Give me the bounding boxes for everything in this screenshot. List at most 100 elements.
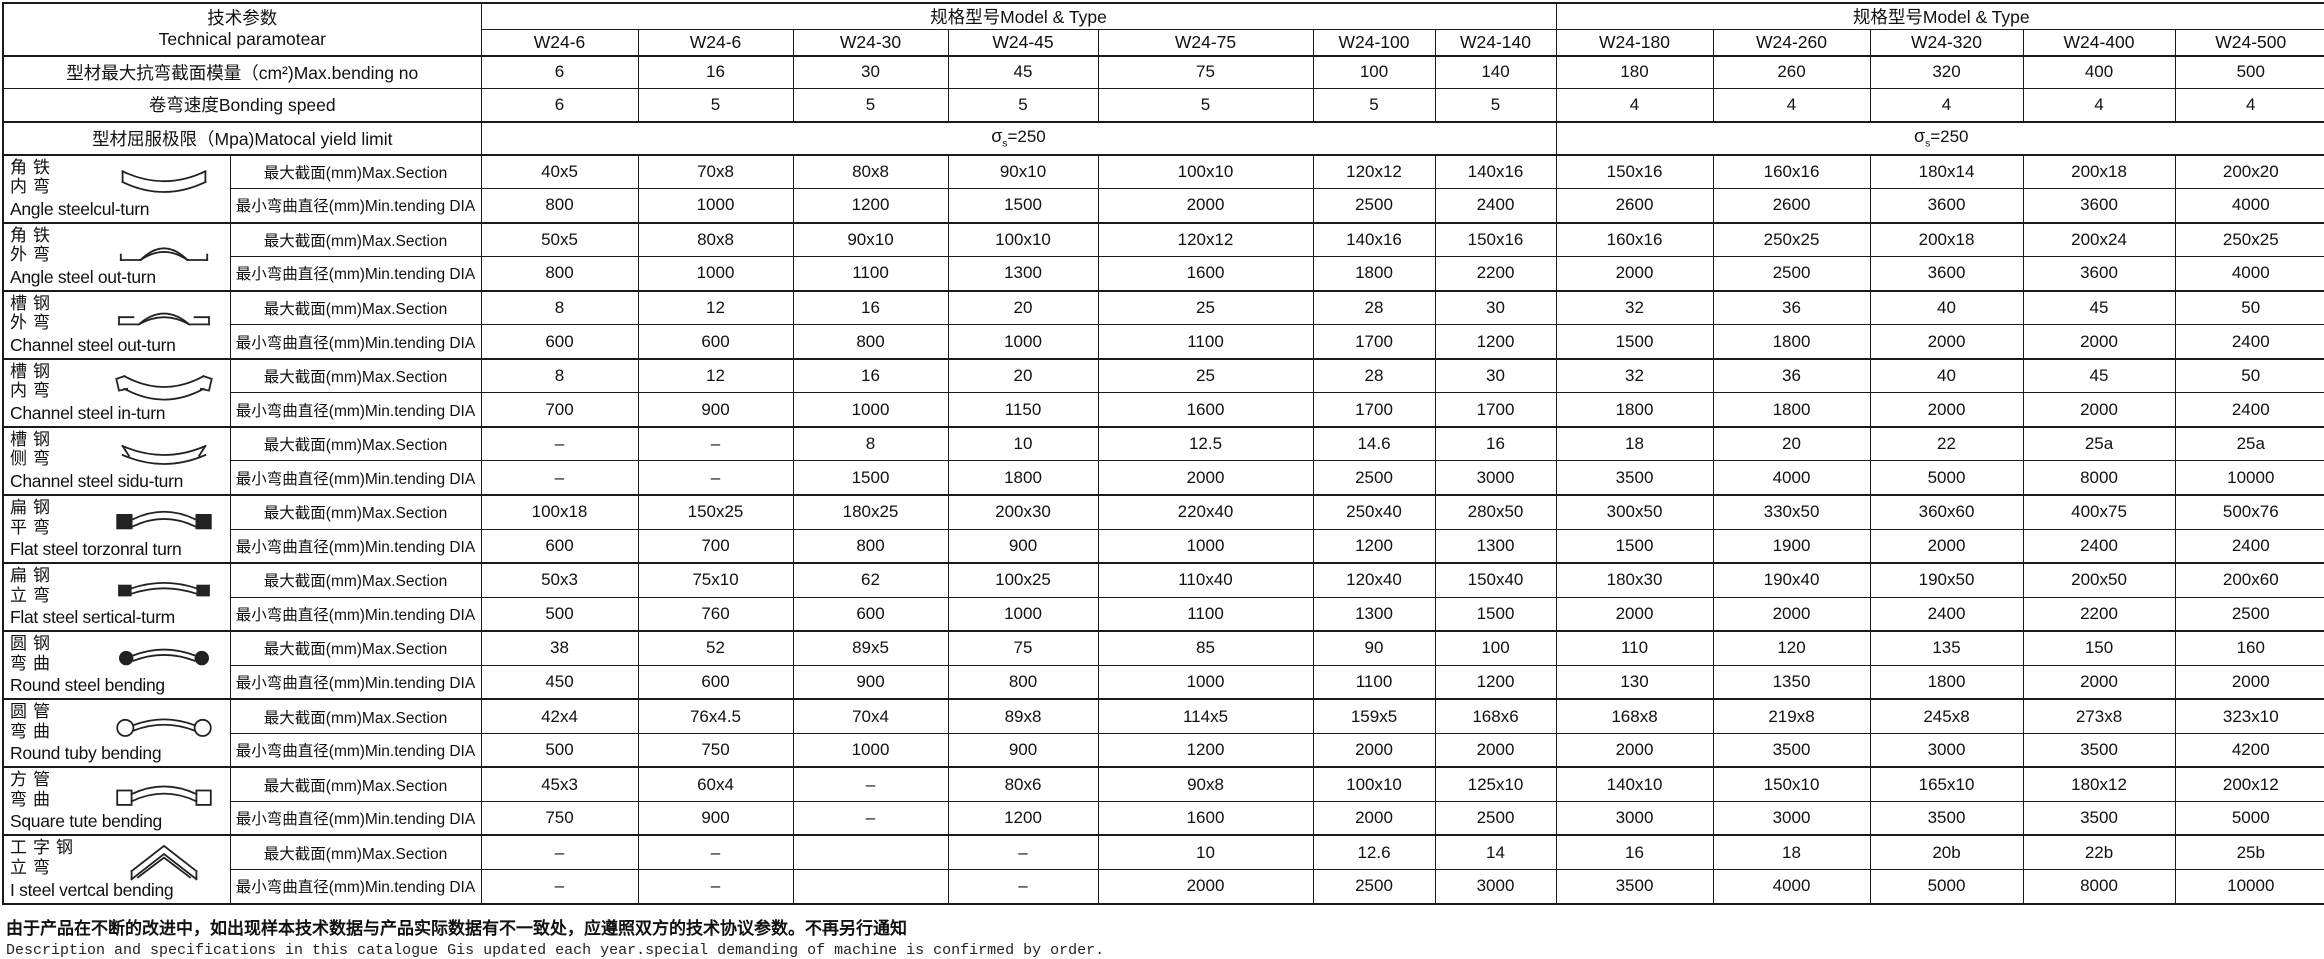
min-dia-value-cell: 4000 — [2174, 256, 2324, 292]
param-value-cell: 30 — [792, 54, 949, 89]
header-row-models: W24-6 W24-6 W24-30 W24-45 W24-75 W24-100 W24-1… — [3, 29, 2324, 57]
max-section-value-cell: 50x3 — [480, 562, 639, 598]
min-dia-label: 最小弯曲直径(mm)Min.tending DIA — [229, 800, 482, 836]
header-row-groups: 技术参数 Technical paramotear 规格型号Model & Ty… — [2, 2, 2324, 56]
max-section-value-cell: 180x30 — [1555, 562, 1714, 598]
max-section-label: 最大截面(mm)Max.Section — [229, 289, 482, 326]
max-section-value-cell: 89x5 — [792, 630, 949, 666]
min-dia-value-cell: 1700 — [1312, 392, 1436, 428]
profile-name-en: Angle steel out-turn — [10, 266, 156, 287]
max-section-value-cell: 45 — [2022, 289, 2176, 326]
profile-group-cell: 槽钢 内弯 Channel steel in-turn — [2, 357, 231, 428]
min-dia-value-cell: 1600 — [1097, 392, 1314, 428]
max-section-value-cell: – — [947, 834, 1099, 870]
profile-name-en: Channel steel sidu-turn — [10, 470, 184, 491]
min-dia-label: 最小弯曲直径(mm)Min.tending DIA — [229, 528, 482, 564]
min-dia-value-cell: – — [947, 868, 1099, 905]
min-dia-value-cell: – — [637, 868, 794, 905]
min-dia-value-cell: 1800 — [947, 460, 1099, 496]
min-dia-value-cell: 3000 — [1869, 732, 2024, 768]
param-value-cell: 5 — [792, 88, 949, 122]
profile-name-zh-line: 弯曲 — [10, 721, 56, 741]
min-dia-value-cell: 700 — [637, 528, 794, 564]
min-dia-value-cell: 2400 — [2174, 528, 2324, 564]
min-dia-value-cell: 2000 — [1312, 800, 1436, 836]
param-value-cell: 180 — [1555, 54, 1714, 89]
group-row-min-dia: 最小弯曲直径(mm)Min.tending DIA – –1500 1800 2000 2… — [3, 460, 2324, 496]
min-dia-value-cell: 4000 — [1712, 460, 1871, 496]
min-dia-label: 最小弯曲直径(mm)Min.tending DIA — [229, 664, 482, 700]
min-dia-value-cell: 2000 — [1097, 460, 1314, 496]
profile-name-zh-line: 圆管 — [10, 702, 56, 722]
min-dia-value-cell: 1500 — [1555, 324, 1714, 360]
model-header-cell: W24-140 — [1434, 29, 1557, 57]
model-header-cell: W24-320 — [1869, 29, 2024, 57]
min-dia-value-cell: 1350 — [1712, 664, 1871, 700]
min-dia-value-cell: 1200 — [947, 800, 1099, 836]
max-section-value-cell: 150x16 — [1555, 153, 1714, 190]
min-dia-value-cell: 1200 — [792, 188, 949, 224]
max-section-value-cell: 14 — [1434, 834, 1557, 870]
profile-name-zh: 槽钢 内弯 — [10, 362, 228, 401]
profile-group-cell: 扁钢 立弯 Flat steel sertical-turm — [2, 562, 231, 632]
max-section-value-cell — [792, 834, 949, 870]
min-dia-value-cell: 2400 — [1434, 188, 1557, 224]
max-section-value-cell: 36 — [1712, 357, 1871, 394]
square-tube-bend-icon — [110, 775, 218, 815]
max-section-value-cell: 168x6 — [1434, 698, 1557, 734]
round-steel-bend-icon — [110, 639, 218, 679]
min-dia-value-cell: 2600 — [1712, 188, 1871, 224]
profile-group-cell: 圆钢 弯曲 Round steel bending — [2, 630, 231, 700]
min-dia-value-cell: 900 — [637, 392, 794, 428]
min-dia-value-cell: 1700 — [1434, 392, 1557, 428]
min-dia-label: 最小弯曲直径(mm)Min.tending DIA — [229, 460, 482, 496]
max-section-value-cell: 180x12 — [2022, 766, 2176, 802]
min-dia-value-cell: 2000 — [1097, 188, 1314, 224]
max-section-value-cell: 18 — [1555, 425, 1714, 462]
profile-name-en: Angle steelcul-turn — [10, 198, 150, 219]
max-section-value-cell: 25a — [2022, 425, 2176, 462]
max-section-value-cell: 76x4.5 — [637, 698, 794, 734]
profile-name-zh-line: 槽钢 — [10, 429, 56, 449]
min-dia-value-cell: 1100 — [792, 256, 949, 292]
max-section-value-cell: 100x18 — [480, 493, 639, 530]
max-section-value-cell: 40 — [1869, 289, 2024, 326]
min-dia-value-cell: 2000 — [1869, 528, 2024, 564]
group-row-min-dia: 最小弯曲直径(mm)Min.tending DIA 700 900 1000 1150 1… — [3, 392, 2324, 428]
param-value-cell: 4 — [1869, 88, 2024, 122]
profile-name-zh-line: 立弯 — [10, 857, 56, 877]
max-section-value-cell: 200x20 — [2174, 153, 2324, 190]
max-section-value-cell: 16 — [1555, 834, 1714, 870]
max-section-value-cell: – — [792, 766, 949, 802]
max-section-value-cell: 160 — [2174, 630, 2324, 666]
min-dia-value-cell: 1300 — [947, 256, 1099, 292]
param-row: 型材最大抗弯截面模量（cm²)Max.bending no 6 16 30 45 75 10… — [2, 54, 2324, 89]
max-section-value-cell: 25 — [1097, 357, 1314, 394]
model-type-header-left: 规格型号Model & Type — [480, 2, 1557, 30]
min-dia-value-cell: 800 — [480, 188, 639, 224]
min-dia-value-cell: 600 — [792, 596, 949, 632]
max-section-value-cell: 85 — [1097, 630, 1314, 666]
min-dia-value-cell: 2000 — [1869, 392, 2024, 428]
min-dia-value-cell: 3500 — [2022, 732, 2176, 768]
max-section-value-cell: 42x4 — [480, 698, 639, 734]
profile-name-zh: 槽钢 侧弯 — [10, 430, 228, 469]
max-section-value-cell: 150 — [2022, 630, 2176, 666]
param-value-cell: 6 — [480, 54, 639, 89]
min-dia-value-cell: 1200 — [1434, 324, 1557, 360]
max-section-value-cell: 150x16 — [1434, 221, 1557, 258]
min-dia-value-cell: 3500 — [1555, 460, 1714, 496]
max-section-value-cell: 80x8 — [792, 153, 949, 190]
profile-group-cell: 槽钢 外弯 Channel steel out-turn — [2, 289, 231, 360]
round-tube-bend-icon — [110, 707, 218, 747]
max-section-value-cell: 120x12 — [1097, 221, 1314, 258]
min-dia-value-cell: 1000 — [637, 188, 794, 224]
min-dia-value-cell: 1000 — [637, 256, 794, 292]
group-row-min-dia: 最小弯曲直径(mm)Min.tending DIA 600 600 800 1000 11… — [3, 324, 2324, 360]
profile-group-cell: 方管 弯曲 Square tute bending — [2, 766, 231, 836]
max-section-label: 最大截面(mm)Max.Section — [229, 425, 482, 462]
min-dia-value-cell: 2500 — [1712, 256, 1871, 292]
min-dia-value-cell — [792, 868, 949, 905]
max-section-value-cell: 250x40 — [1312, 493, 1436, 530]
